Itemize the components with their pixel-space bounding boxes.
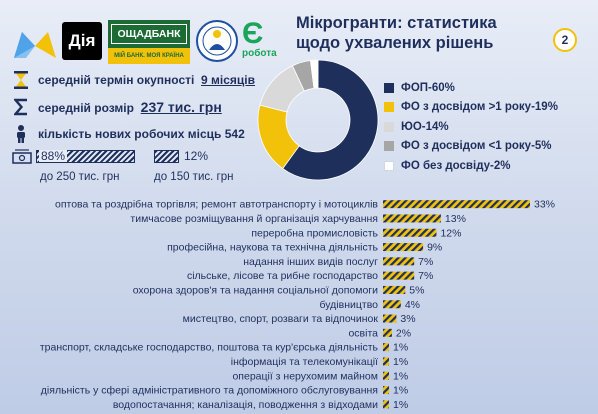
sigma-icon: [12, 97, 30, 117]
bar-category-label-6: охорона здоров'я та надання соціальної д…: [133, 284, 378, 296]
bar-value-label-7: 4%: [405, 299, 420, 311]
bar-value-label-10: 1%: [393, 342, 408, 354]
bar-value-label-11: 1%: [393, 356, 408, 368]
bar-category-label-10: транспорт, складське господарство, пошто…: [40, 342, 379, 354]
donut-slice-0: [282, 59, 379, 181]
bar-0: [383, 200, 530, 209]
bar-13: [383, 386, 389, 395]
bar-9: [383, 328, 392, 337]
bar-category-label-4: надання інших видів послуг: [243, 256, 378, 268]
applicant-type-donut-chart: [257, 59, 379, 181]
hourglass-icon: [12, 70, 30, 90]
bar-2: [383, 228, 437, 237]
bar-value-label-9: 2%: [396, 327, 411, 339]
legend-item-1: ФО з досвідом >1 року-19%: [384, 98, 594, 118]
bar-category-label-5: сільське, лісове та рибне господарство: [187, 270, 378, 282]
new-jobs-value: 542: [224, 127, 245, 141]
partner-logos: Дія ОЩАДБАНК МІЙ БАНК. МОЯ КРАЇНА Є робо…: [6, 18, 291, 66]
legend-swatch-1: [384, 102, 394, 113]
bar-1: [383, 214, 441, 223]
bar-category-label-2: переробна промисловість: [251, 227, 378, 239]
average-size-value: 237 тис. грн: [140, 99, 222, 115]
sector-bar-chart: оптова та роздрібна торгівля; ремонт авт…: [40, 199, 555, 410]
share-pct-up-to-150: 12%: [184, 149, 209, 163]
page-number-badge: 2: [553, 28, 577, 52]
legend-label-1: ФО з досвідом >1 року-19%: [401, 101, 558, 114]
legend-label-2: ЮО-14%: [401, 120, 449, 133]
bar-category-label-11: інформація та телекомунікації: [231, 356, 378, 368]
diia-logo: Дія: [62, 22, 102, 60]
bar-value-label-2: 12%: [440, 227, 461, 239]
bar-value-label-14: 1%: [393, 399, 408, 410]
person-icon: [12, 124, 30, 144]
payback-term-value: 9 місяців: [201, 73, 255, 87]
bar-category-label-8: мистецтво, спорт, розваги та відпочинок: [183, 313, 379, 325]
bar-category-label-13: діяльність у сфері адміністративного та …: [41, 385, 378, 397]
grant-size-shares: 88% 12% до 250 тис. грн до 150 тис. грн: [12, 148, 272, 188]
bar-5: [383, 271, 415, 280]
legend-item-0: ФОП-60%: [384, 78, 594, 98]
stat-payback-term: середній термін окупності 9 місяців: [12, 70, 255, 90]
bar-11: [383, 357, 389, 366]
bar-value-label-8: 3%: [400, 313, 415, 325]
bar-4: [383, 257, 415, 266]
bar-category-label-7: будівництво: [319, 299, 378, 311]
average-size-label: середній розмір: [38, 101, 134, 115]
bar-value-label-6: 5%: [409, 284, 424, 296]
bar-3: [383, 243, 424, 252]
donut-slice-4: [310, 59, 319, 89]
legend-item-3: ФО з досвідом <1 року-5%: [384, 137, 594, 157]
bar-10: [383, 343, 389, 352]
legend-label-4: ФО без досвіду-2%: [401, 159, 511, 172]
oschadbank-logo: ОЩАДБАНК МІЙ БАНК. МОЯ КРАЇНА: [108, 20, 190, 64]
share-label-up-to-150: до 150 тис. грн: [154, 171, 234, 183]
bar-category-label-0: оптова та роздрібна торгівля; ремонт авт…: [55, 199, 378, 211]
share-bar-up-to-150: [154, 150, 180, 163]
bar-value-label-4: 7%: [418, 256, 433, 268]
bar-8: [383, 314, 397, 323]
employment-center-emblem-icon: [196, 20, 238, 62]
new-jobs-label: кількість нових робочих місць: [38, 127, 222, 141]
money-stack-icon: [12, 149, 32, 164]
legend-swatch-4: [384, 160, 394, 171]
bar-value-label-0: 33%: [534, 199, 555, 211]
bar-12: [383, 371, 389, 380]
bar-category-label-3: професійна, наукова та технічна діяльніс…: [167, 242, 378, 254]
bar-value-label-5: 7%: [418, 270, 433, 282]
legend-swatch-3: [384, 141, 394, 152]
legend-label-3: ФО з досвідом <1 року-5%: [401, 140, 552, 153]
legend-item-4: ФО без досвіду-2%: [384, 156, 594, 176]
payback-term-label: середній термін окупності: [38, 73, 195, 87]
bar-7: [383, 300, 401, 309]
stat-new-jobs: кількість нових робочих місць 542: [12, 124, 245, 144]
legend-label-0: ФОП-60%: [401, 81, 455, 94]
legend-swatch-0: [384, 82, 394, 93]
legend-swatch-2: [384, 121, 394, 132]
bar-14: [383, 400, 389, 409]
bar-value-label-13: 1%: [393, 385, 408, 397]
share-label-up-to-250: до 250 тис. грн: [40, 171, 120, 183]
bar-category-label-12: операції з нерухомим майном: [232, 370, 378, 382]
bar-value-label-1: 13%: [445, 213, 466, 225]
bar-category-label-1: тимчасове розміщування й організація хар…: [130, 213, 378, 225]
legend-item-2: ЮО-14%: [384, 117, 594, 137]
robota-logo: Є робота: [242, 17, 277, 60]
bar-value-label-12: 1%: [393, 370, 408, 382]
bar-category-label-14: водопостачання; каналізація, поводження …: [113, 399, 378, 410]
bar-category-label-9: освіта: [348, 327, 378, 339]
stat-average-size: середній розмір 237 тис. грн: [12, 97, 222, 117]
donut-legend: ФОП-60% ФО з досвідом >1 року-19% ЮО-14% ФО…: [384, 78, 594, 176]
bar-6: [383, 285, 406, 294]
page-title: Мікрогранти: статистика щодо ухвалених р…: [296, 14, 497, 52]
m-logo-icon: [14, 32, 56, 58]
bar-value-label-3: 9%: [427, 242, 442, 254]
share-pct-up-to-250: 88%: [39, 149, 68, 163]
